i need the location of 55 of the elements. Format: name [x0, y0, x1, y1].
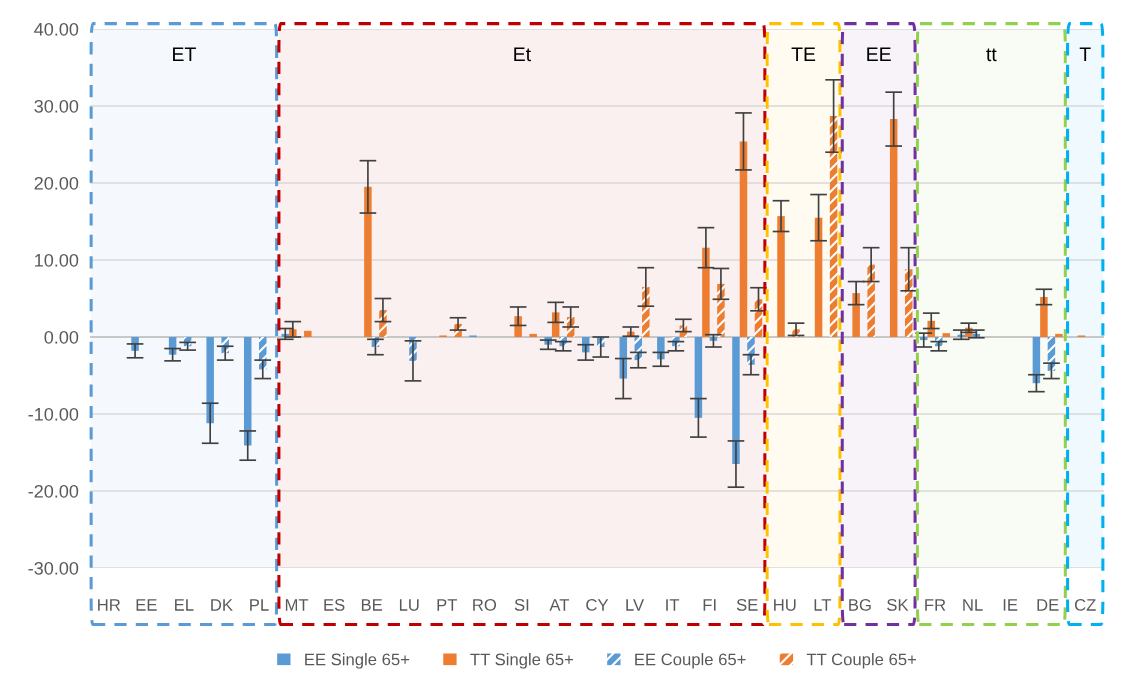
- x-tick-label: FI: [703, 599, 716, 611]
- band-label: T: [1079, 47, 1091, 61]
- bar: [1040, 296, 1048, 337]
- band-label: EE: [867, 47, 891, 61]
- y-tick-label: 30.00: [34, 99, 79, 113]
- x-tick-label: LV: [626, 599, 645, 611]
- x-tick-label: SE: [736, 599, 758, 611]
- x-tick-label: IT: [666, 599, 680, 611]
- x-tick-label: EL: [175, 599, 194, 611]
- x-tick-label: LU: [399, 599, 419, 611]
- band-label: Et: [514, 47, 531, 62]
- x-tick-label: BE: [361, 599, 383, 611]
- legend-label: TT Single 65+: [470, 653, 574, 669]
- y-tick-label: -10.00: [28, 407, 79, 421]
- y-tick-label: 20.00: [34, 176, 79, 190]
- x-tick-label: RO: [473, 599, 497, 611]
- x-tick-label: IE: [1003, 599, 1018, 611]
- x-tick-label: SK: [887, 599, 909, 611]
- x-tick-label: HU: [774, 599, 796, 611]
- bar: [702, 247, 710, 337]
- x-tick-label: CY: [586, 599, 609, 611]
- x-tick-label: SI: [514, 599, 529, 611]
- y-tick-label: 0.00: [44, 330, 79, 344]
- band-label: tt: [986, 48, 997, 62]
- y-tick-label: -20.00: [28, 484, 79, 498]
- bar: [867, 264, 875, 337]
- x-tick-label: BG: [849, 599, 871, 611]
- x-tick-label: PT: [437, 599, 458, 611]
- legend-label: TT Couple 65+: [806, 653, 917, 669]
- bar: [829, 116, 838, 337]
- bar: [206, 337, 214, 424]
- x-tick-label: FR: [925, 599, 946, 611]
- x-tick-label: DE: [1037, 599, 1059, 611]
- x-tick-label: NL: [963, 599, 983, 611]
- x-tick-label: EE: [136, 599, 157, 611]
- bar: [739, 141, 748, 337]
- x-tick-label: DK: [211, 599, 233, 611]
- band-label: ET: [173, 47, 196, 61]
- x-tick-label: CZ: [1074, 599, 1096, 611]
- bar: [777, 216, 785, 337]
- y-tick-label: -30.00: [28, 561, 79, 575]
- x-tick-label: LT: [814, 599, 832, 611]
- x-tick-label: MT: [285, 599, 309, 611]
- legend-label: EE Couple 65+: [635, 653, 746, 669]
- bar: [852, 293, 860, 337]
- x-tick-label: AT: [549, 599, 570, 611]
- y-tick-label: 40.00: [34, 22, 79, 36]
- bar: [364, 186, 372, 337]
- y-tick-label: 10.00: [35, 253, 79, 267]
- legend-label: EE Single 65+: [305, 653, 410, 669]
- band-label: TE: [791, 47, 816, 61]
- x-tick-label: ES: [324, 599, 345, 611]
- x-tick-label: HR: [98, 599, 121, 611]
- bar: [732, 337, 740, 465]
- x-tick-label: PL: [250, 599, 269, 611]
